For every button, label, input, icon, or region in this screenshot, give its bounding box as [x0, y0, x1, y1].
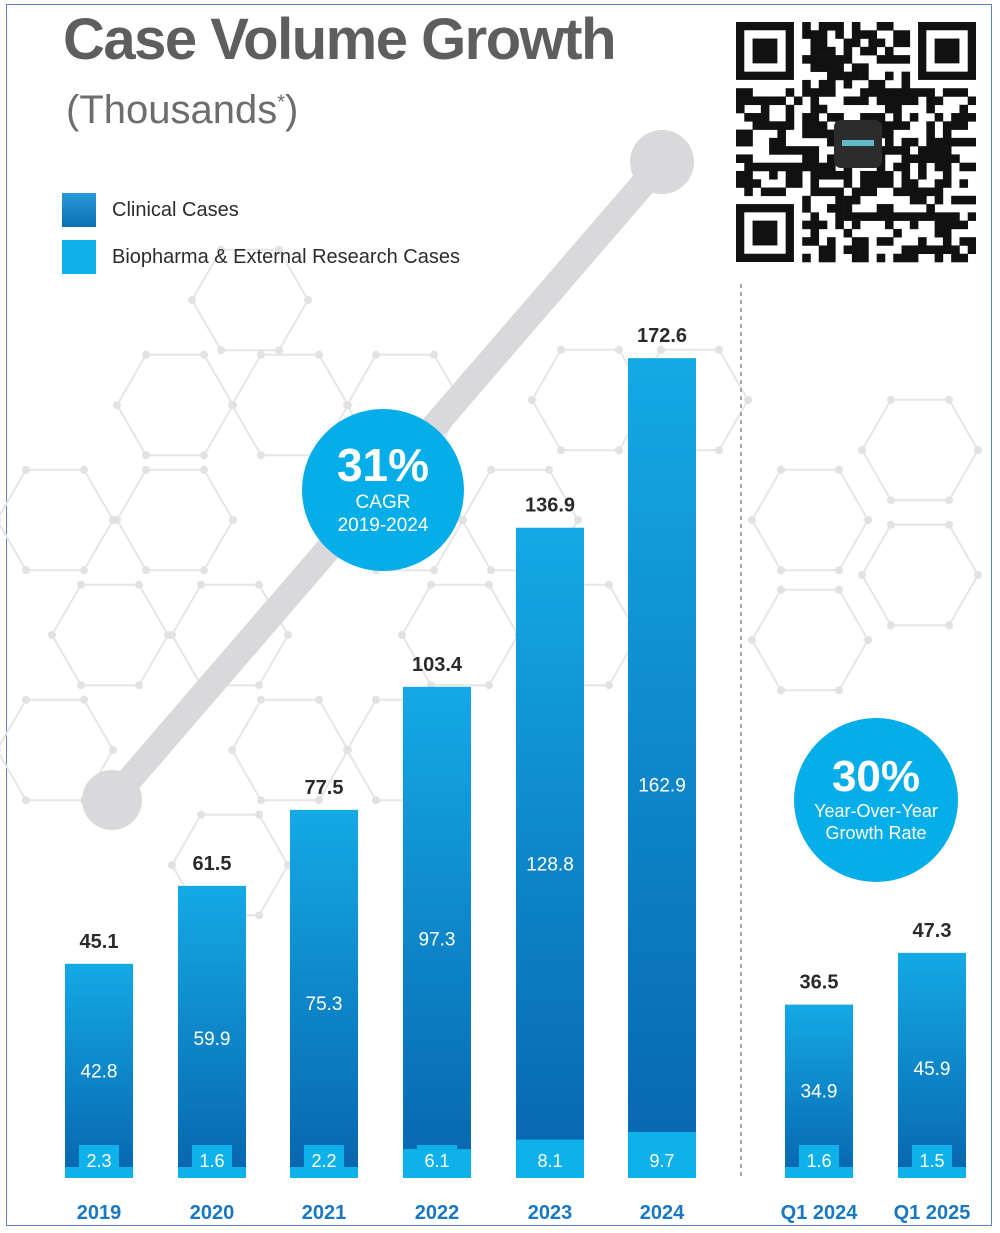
cagr-period: 2019-2024 [337, 515, 429, 536]
bar-biopharma-label-5: 9.7 [649, 1151, 674, 1171]
legend-item-clinical: Clinical Cases [62, 193, 239, 227]
cagr-value: 31% [336, 439, 430, 492]
bar-clinical-2 [290, 809, 358, 1178]
bar-clinical-label-3: 97.3 [419, 930, 456, 951]
bar-total-label-0: 45.1 [80, 931, 119, 953]
bar-biopharma-label-3: 6.1 [424, 1151, 449, 1171]
cagr-bubble: 31% CAGR 2019-2024 [302, 409, 464, 571]
bar-clinical-label-0: 42.8 [81, 1062, 118, 1083]
legend-label-biopharma: Biopharma & External Research Cases [112, 245, 460, 268]
x-tick-label-4: 2023 [528, 1202, 573, 1224]
bar-biopharma-0 [65, 1167, 133, 1178]
bars-layer: 2.3 42.8 45.1 2019 1.6 59.9 61.5 2020 2.2 75.3 77.… [65, 325, 970, 1224]
bar-biopharma-label-bg-5 [642, 1145, 682, 1171]
bar-clinical-3 [403, 686, 471, 1178]
x-tick-label-1: 2020 [190, 1202, 235, 1224]
bar-biopharma-label-bg-0 [79, 1145, 119, 1171]
x-tick-label-6: Q1 2024 [781, 1202, 859, 1224]
bar-total-label-1: 61.5 [193, 853, 232, 875]
bar-total-label-4: 136.9 [525, 495, 575, 517]
legend-swatch-biopharma [62, 240, 96, 274]
subtitle-close: ) [285, 88, 299, 132]
bar-biopharma-label-bg-2 [304, 1145, 344, 1171]
chart-frame [6, 4, 992, 1226]
bar-biopharma-label-1: 1.6 [199, 1151, 224, 1171]
bar-biopharma-7 [898, 1167, 966, 1178]
bar-clinical-label-5: 162.9 [638, 775, 686, 796]
x-tick-label-5: 2024 [640, 1202, 685, 1224]
growth-arrow-start-knob [82, 770, 142, 830]
bar-total-label-3: 103.4 [412, 654, 463, 676]
x-tick-label-0: 2019 [77, 1202, 122, 1224]
bar-biopharma-label-bg-6 [799, 1145, 839, 1171]
bar-clinical-7 [898, 952, 966, 1178]
x-tick-label-3: 2022 [415, 1202, 460, 1224]
cagr-label: CAGR [355, 492, 411, 514]
bar-clinical-1 [178, 885, 246, 1178]
x-tick-label-7: Q1 2025 [894, 1202, 971, 1224]
legend-label-clinical: Clinical Cases [112, 198, 239, 221]
bar-biopharma-label-bg-1 [192, 1145, 232, 1171]
bar-clinical-label-7: 45.9 [914, 1059, 951, 1080]
bar-clinical-label-1: 59.9 [194, 1029, 231, 1050]
bar-biopharma-label-bg-3 [417, 1145, 457, 1171]
bar-total-label-5: 172.6 [637, 325, 687, 347]
bar-biopharma-label-4: 8.1 [537, 1151, 562, 1171]
bar-total-label-6: 36.5 [800, 972, 839, 994]
yoy-bubble: 30% Year-Over-Year Growth Rate [794, 718, 958, 882]
subtitle-text: (Thousands [66, 88, 278, 132]
bar-clinical-label-2: 75.3 [306, 994, 343, 1015]
growth-arrow-end-knob [630, 130, 694, 194]
bar-clinical-label-4: 128.8 [526, 854, 574, 875]
yoy-label-line1: Year-Over-Year [814, 801, 938, 822]
subtitle-footnote-mark: * [277, 91, 286, 114]
bar-total-label-7: 47.3 [913, 920, 952, 942]
bar-biopharma-6 [785, 1167, 853, 1178]
bar-clinical-0 [65, 963, 133, 1178]
yoy-value: 30% [831, 752, 921, 802]
bar-biopharma-2 [290, 1167, 358, 1178]
bar-clinical-label-6: 34.9 [801, 1081, 838, 1102]
legend-item-biopharma: Biopharma & External Research Cases [62, 240, 460, 274]
bar-clinical-4 [516, 527, 584, 1178]
bar-biopharma-label-2: 2.2 [311, 1151, 336, 1171]
bar-clinical-5 [628, 358, 696, 1178]
bar-biopharma-label-bg-7 [912, 1145, 952, 1171]
chart-title: Case Volume Growth [63, 7, 617, 72]
qr-code [736, 22, 976, 266]
bar-biopharma-label-6: 1.6 [806, 1151, 831, 1171]
legend-swatch-clinical [62, 193, 96, 227]
bar-biopharma-1 [178, 1167, 246, 1178]
bar-biopharma-label-0: 2.3 [86, 1151, 111, 1171]
bar-total-label-2: 77.5 [305, 777, 344, 799]
chart-subtitle: (Thousands*) [66, 88, 298, 133]
yoy-label-line2: Growth Rate [825, 823, 927, 843]
x-tick-label-2: 2021 [302, 1202, 347, 1224]
bar-biopharma-label-7: 1.5 [919, 1151, 944, 1171]
bar-biopharma-label-bg-4 [530, 1145, 570, 1171]
